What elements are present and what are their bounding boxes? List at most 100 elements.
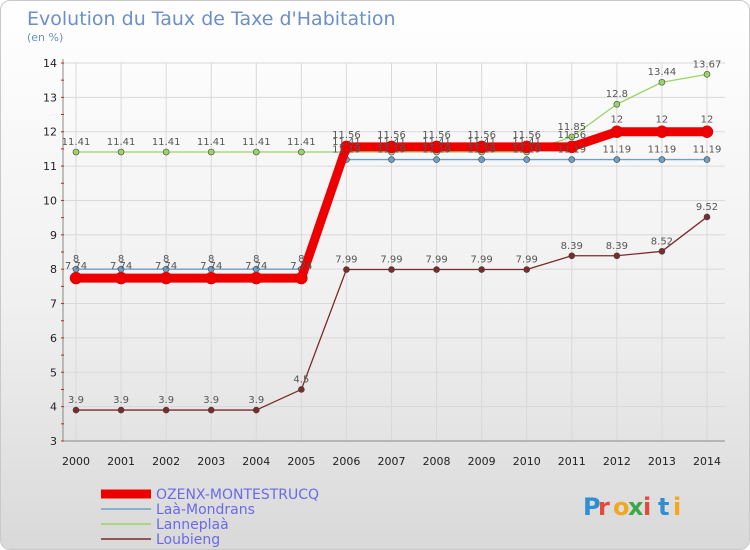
y-tick-label: 7 (50, 298, 57, 311)
y-tick-label: 6 (50, 332, 57, 345)
data-point (114, 271, 128, 285)
legend-label: Laà-Mondrans (156, 502, 255, 518)
data-label: 13.44 (648, 67, 677, 78)
chart-title: Evolution du Taux de Taxe d'Habitation (27, 8, 396, 30)
data-point (568, 156, 576, 163)
data-label: 11.19 (648, 145, 677, 156)
data-label: 7.74 (155, 261, 177, 272)
data-point (433, 266, 440, 273)
data-label: 7.74 (290, 261, 312, 272)
data-label: 11.19 (557, 145, 586, 156)
brand-letter: t (658, 493, 669, 521)
data-point (252, 406, 260, 414)
x-tick-label: 2009 (468, 455, 496, 468)
data-point (162, 148, 170, 156)
data-point (523, 156, 531, 163)
data-point (568, 133, 576, 141)
data-label: 11.41 (242, 137, 271, 148)
x-tick-label: 2004 (242, 455, 270, 468)
data-label: 11.56 (467, 130, 496, 141)
y-tick-label: 13 (43, 91, 57, 104)
data-label: 11.19 (377, 145, 406, 156)
data-point (703, 71, 711, 78)
grid (63, 62, 725, 442)
data-point (72, 148, 80, 156)
x-tick-label: 2010 (513, 455, 541, 468)
data-label: 11.41 (512, 137, 541, 148)
data-label: 11.19 (603, 145, 632, 156)
chart-subtitle: (en %) (27, 31, 63, 44)
data-point (613, 100, 621, 108)
legend-label: Loubieng (156, 532, 220, 548)
data-label: 11.56 (512, 130, 541, 141)
data-point (658, 248, 666, 255)
data-label: 12 (610, 115, 623, 126)
data-point (610, 125, 624, 138)
data-label: 11.85 (557, 122, 586, 133)
data-point (388, 266, 395, 273)
x-tick-label: 2000 (62, 455, 90, 468)
data-label: 8 (253, 254, 259, 265)
x-tick-label: 2006 (332, 455, 360, 468)
y-tick-label: 5 (50, 366, 57, 379)
data-point (478, 156, 485, 163)
data-point (385, 140, 398, 154)
y-tick-label: 9 (50, 229, 57, 242)
data-label: 3.9 (68, 395, 84, 406)
x-tick-label: 2001 (107, 455, 135, 468)
data-point (613, 156, 621, 163)
data-point (72, 406, 80, 414)
data-label: 3.9 (248, 395, 264, 406)
data-point (478, 266, 485, 273)
data-point (565, 140, 579, 154)
data-label: 4.5 (293, 374, 309, 385)
series-Lanneplaà (72, 71, 711, 156)
data-label: 12.8 (606, 89, 628, 100)
data-label: 12 (701, 115, 714, 126)
x-tick-label: 2002 (152, 455, 180, 468)
data-label: 11.41 (62, 137, 91, 148)
data-label: 11.41 (287, 137, 316, 148)
brand-letter: i (673, 493, 681, 521)
data-label: 7.99 (471, 255, 493, 266)
x-tick-label: 2012 (603, 455, 631, 468)
data-label: 11.41 (467, 137, 496, 148)
data-point (159, 271, 173, 285)
data-label: 8 (73, 254, 79, 265)
data-label: 7.74 (110, 261, 132, 272)
data-label: 12 (656, 115, 669, 126)
data-point (568, 252, 576, 260)
x-tick-label: 2003 (197, 455, 225, 468)
data-label: 11.41 (377, 137, 406, 148)
data-label: 11.19 (422, 145, 451, 156)
data-label: 3.9 (113, 395, 129, 406)
x-tick-label: 2013 (648, 455, 676, 468)
data-labels: 8 8 8 8 8 8 11.19 11.19 11.19 11.19 11.19 11.19 11.1… (62, 59, 722, 406)
data-point (69, 271, 83, 285)
data-label: 7.74 (65, 261, 87, 272)
data-label: 11.41 (332, 137, 361, 148)
data-point (703, 156, 711, 163)
data-label: 9.52 (696, 202, 718, 213)
axes: 3 4 5 6 7 8 9 10 11 12 13 14 2000 2001 2002 2003 2004 200… (43, 57, 725, 468)
data-label: 8.39 (606, 241, 628, 252)
data-label: 7.99 (516, 255, 538, 266)
series-Laà-Mondrans (72, 156, 711, 273)
data-label: 3.9 (158, 395, 174, 406)
y-tick-label: 10 (43, 194, 57, 207)
data-point (523, 266, 531, 273)
data-label: 11.19 (512, 145, 541, 156)
data-label: 11.41 (152, 137, 181, 148)
data-point (433, 156, 440, 163)
data-point (298, 148, 305, 156)
data-label: 11.56 (332, 130, 361, 141)
data-label: 8 (208, 254, 214, 265)
data-label: 8 (298, 254, 304, 265)
data-point (250, 271, 263, 285)
data-label: 8 (118, 254, 124, 265)
data-label: 11.41 (422, 137, 451, 148)
data-label: 11.19 (693, 145, 722, 156)
data-label: 8.52 (651, 236, 673, 247)
